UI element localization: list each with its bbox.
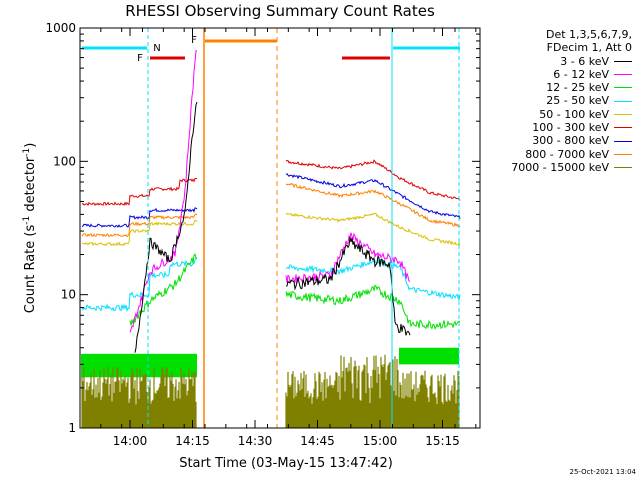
legend-entry-label: 25 - 50 keV <box>546 94 609 108</box>
legend-header-2: FDecim 1, Att 0 <box>546 41 632 55</box>
legend-entry-label: 12 - 25 keV <box>546 81 609 95</box>
legend-entry: 25 - 50 keV <box>462 94 632 107</box>
legend-entry-label: 50 - 100 keV <box>539 107 609 121</box>
flare-label: F <box>191 35 197 46</box>
x-tick-label: 15:00 <box>363 434 398 448</box>
y-axis-label: Count Rate (s-1 detector-1) <box>22 143 38 314</box>
legend-swatch <box>614 60 632 62</box>
x-tick-label: 14:00 <box>113 434 148 448</box>
legend-entry: 50 - 100 keV <box>462 108 632 121</box>
legend-swatch <box>614 113 632 115</box>
series-300-800-kev-line <box>285 173 461 219</box>
flare-label: F <box>137 53 143 64</box>
legend-entry: 800 - 7000 keV <box>462 148 632 161</box>
legend-swatch <box>614 140 632 142</box>
x-axis: 14:00 14:15 14:30 14:45 15:00 15:15 <box>79 28 477 448</box>
series-25-50-kev-line <box>285 258 461 302</box>
legend-entries: 3 - 6 keV 6 - 12 keV 12 - 25 keV 25 - 50 ke… <box>462 55 632 175</box>
legend-entry-label: 100 - 300 keV <box>532 121 609 135</box>
timestamp: 25-Oct-2021 13:04 <box>569 468 636 476</box>
legend-entry: 12 - 25 keV <box>462 81 632 94</box>
series-300-800-kev-line <box>81 207 198 228</box>
series-6-12-kev-line <box>129 50 197 333</box>
series-100-300-kev-line <box>81 177 198 207</box>
night-label: N <box>153 43 160 54</box>
legend-swatch <box>614 87 632 89</box>
legend-entry-label: 3 - 6 keV <box>560 54 609 68</box>
y-axis: 1 10 100 1000 <box>45 21 480 435</box>
legend-entry-label: 6 - 12 keV <box>553 67 609 81</box>
series-50-100-kev-line <box>285 212 461 246</box>
series-12-25-kev-line <box>285 284 461 330</box>
legend-entry: 100 - 300 keV <box>462 121 632 134</box>
y-tick-label: 100 <box>53 154 76 168</box>
x-tick-label: 14:15 <box>175 434 210 448</box>
legend-header-1: Det 1,3,5,6,7,9, <box>545 28 632 41</box>
legend-swatch <box>614 74 632 76</box>
y-tick-label: 10 <box>61 288 76 302</box>
series-3-6-kev-line <box>285 236 411 336</box>
series-6-12-kev-line <box>285 232 411 285</box>
legend-entry: 3 - 6 keV <box>462 55 632 68</box>
legend-swatch <box>614 153 632 155</box>
x-tick-label: 14:30 <box>238 434 273 448</box>
series-100-300-kev-line <box>285 159 461 201</box>
series-3-6-kev-line <box>134 101 198 353</box>
legend-swatch <box>614 100 632 102</box>
legend-entry-label: 7000 - 15000 keV <box>511 160 609 174</box>
plot-area: FNF <box>81 28 461 428</box>
y-tick-label: 1000 <box>45 21 76 35</box>
y-tick-label: 1 <box>68 421 76 435</box>
legend-swatch <box>614 127 632 129</box>
x-tick-label: 14:45 <box>300 434 335 448</box>
legend-entry: 7000 - 15000 keV <box>462 161 632 174</box>
series-800-7000-kev-line <box>81 213 198 238</box>
x-axis-label: Start Time (03-May-15 13:47:42) <box>179 456 393 471</box>
legend: Det 1,3,5,6,7,9, FDecim 1, Att 0 3 - 6 k… <box>462 28 632 174</box>
x-tick-label: 15:15 <box>425 434 460 448</box>
series-800-7000-kev-line <box>285 182 461 228</box>
legend-entry-label: 300 - 800 keV <box>532 134 609 148</box>
legend-entry: 6 - 12 keV <box>462 68 632 81</box>
legend-entry: 300 - 800 keV <box>462 134 632 147</box>
series-50-100-kev-line <box>82 219 198 247</box>
legend-swatch <box>614 167 632 169</box>
series-25-50-kev-line <box>81 257 198 313</box>
legend-entry-label: 800 - 7000 keV <box>525 147 609 161</box>
plot-frame <box>79 27 481 429</box>
chart-title: RHESSI Observing Summary Count Rates <box>125 2 435 20</box>
